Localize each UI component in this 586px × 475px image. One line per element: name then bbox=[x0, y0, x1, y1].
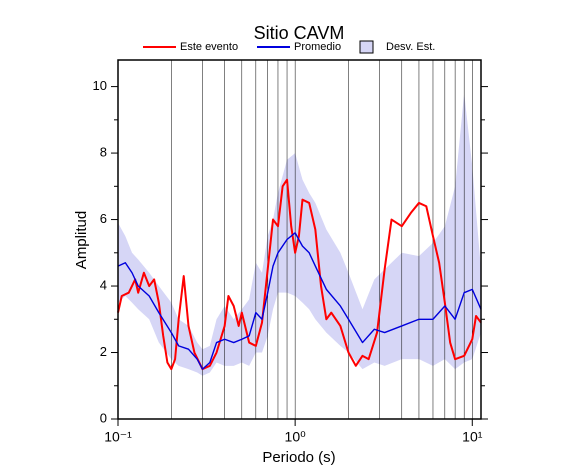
x-tick-label: 10⁻¹ bbox=[104, 429, 132, 445]
y-tick-label: 2 bbox=[100, 344, 107, 359]
series-line bbox=[117, 232, 482, 370]
legend-label: Desv. Est. bbox=[386, 41, 435, 53]
x-tick-label: 10⁰ bbox=[285, 429, 307, 445]
y-tick-label: 0 bbox=[100, 410, 107, 425]
y-tick-label: 8 bbox=[100, 145, 107, 160]
legend-label: Promedio bbox=[294, 41, 341, 53]
legend-label: Este evento bbox=[180, 41, 238, 53]
y-tick-label: 10 bbox=[93, 78, 107, 93]
legend-swatch bbox=[359, 40, 374, 54]
plot-frame bbox=[117, 59, 482, 420]
chart-title: Sitio CAVM bbox=[254, 23, 345, 43]
series-line bbox=[117, 178, 482, 371]
x-tick-label: 10¹ bbox=[462, 429, 483, 445]
y-axis-label: Amplitud bbox=[73, 211, 90, 269]
y-tick-label: 6 bbox=[100, 211, 107, 226]
x-axis-label: Periodo (s) bbox=[262, 449, 335, 466]
y-tick-label: 4 bbox=[100, 277, 107, 292]
